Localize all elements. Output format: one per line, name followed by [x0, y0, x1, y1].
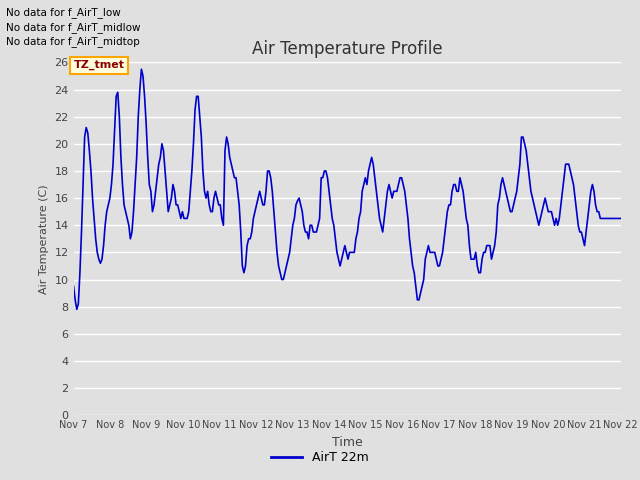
Text: No data for f_AirT_low: No data for f_AirT_low — [6, 7, 121, 18]
Text: No data for f_AirT_midlow: No data for f_AirT_midlow — [6, 22, 141, 33]
Text: No data for f_AirT_midtop: No data for f_AirT_midtop — [6, 36, 140, 47]
Title: Air Temperature Profile: Air Temperature Profile — [252, 40, 442, 58]
Legend: AirT 22m: AirT 22m — [266, 446, 374, 469]
Text: TZ_tmet: TZ_tmet — [74, 60, 125, 70]
Y-axis label: Air Temperature (C): Air Temperature (C) — [39, 184, 49, 294]
X-axis label: Time: Time — [332, 436, 363, 449]
